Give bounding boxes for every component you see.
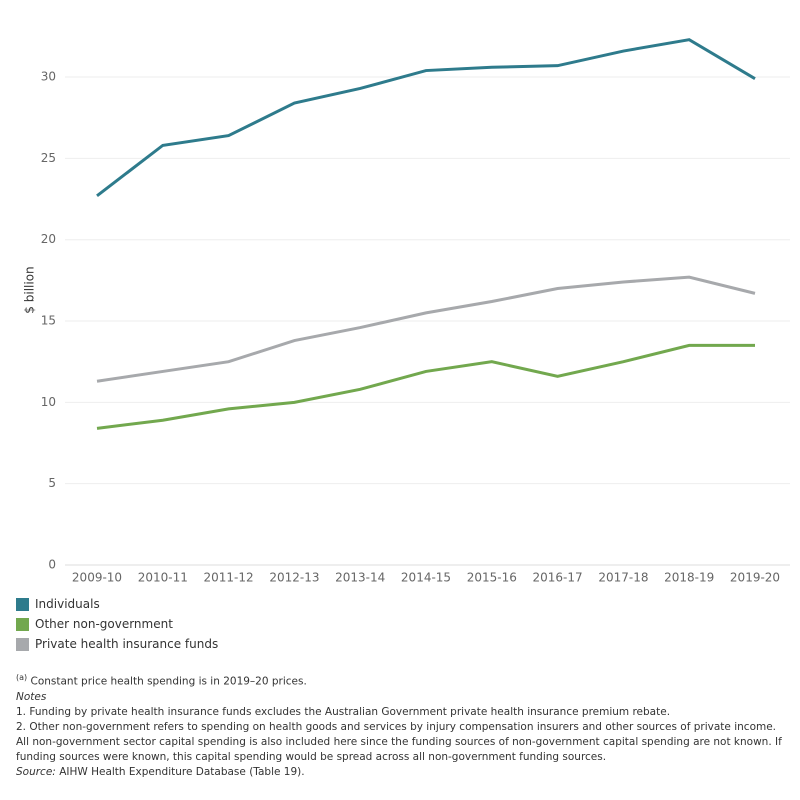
note-2: 2. Other non-government refers to spendi… — [16, 720, 782, 763]
x-tick-label: 2017-18 — [598, 571, 648, 585]
legend-swatch — [16, 637, 29, 651]
x-tick-label: 2015-16 — [467, 571, 517, 585]
x-tick-label: 2012-13 — [269, 571, 319, 585]
x-tick-label: 2018-19 — [664, 571, 714, 585]
note-marker: (a) — [16, 673, 28, 682]
y-tick-label: 15 — [41, 314, 56, 328]
legend-item: Other non-government — [16, 614, 218, 634]
x-tick-label: 2011-12 — [204, 571, 254, 585]
x-tick-label: 2010-11 — [138, 571, 188, 585]
source-label: Source: — [16, 765, 56, 778]
notes: (a) Constant price health spending is in… — [16, 670, 786, 780]
legend-label: Private health insurance funds — [35, 637, 219, 651]
legend-item: Private health insurance funds — [16, 634, 218, 654]
x-tick-label: 2019-20 — [730, 571, 780, 585]
note-a: (a) Constant price health spending is in… — [16, 670, 786, 690]
x-tick-label: 2009-10 — [72, 571, 122, 585]
y-tick-label: 25 — [41, 151, 56, 165]
series-line — [96, 38, 756, 197]
y-tick-label: 10 — [41, 395, 56, 409]
x-tick-label: 2014-15 — [401, 571, 451, 585]
series-line — [96, 343, 755, 430]
legend-label: Other non-government — [35, 617, 173, 631]
source: Source: AIHW Health Expenditure Database… — [16, 765, 786, 780]
source-text: AIHW Health Expenditure Database (Table … — [59, 765, 305, 778]
y-tick-label: 5 — [48, 476, 56, 490]
y-axis-label: $ billion — [23, 266, 37, 313]
legend: Individuals Other non-government Private h… — [16, 594, 218, 654]
x-tick-label: 2013-14 — [335, 571, 385, 585]
legend-label: Individuals — [35, 597, 100, 611]
legend-swatch — [16, 597, 29, 611]
note-text: Constant price health spending is in 201… — [30, 675, 307, 688]
chart: $ billion 0 5 10 15 20 25 30 2009-10 2010-11 2011… — [23, 38, 790, 585]
legend-swatch — [16, 617, 29, 631]
note-1: 1. Funding by private health insurance f… — [16, 705, 671, 718]
y-tick-label: 30 — [41, 70, 56, 84]
x-tick-label: 2016-17 — [533, 571, 583, 585]
notes-heading: Notes — [16, 690, 47, 703]
legend-item: Individuals — [16, 594, 218, 614]
y-tick-label: 0 — [48, 558, 56, 572]
series-line — [96, 275, 756, 383]
y-tick-label: 20 — [41, 232, 56, 246]
